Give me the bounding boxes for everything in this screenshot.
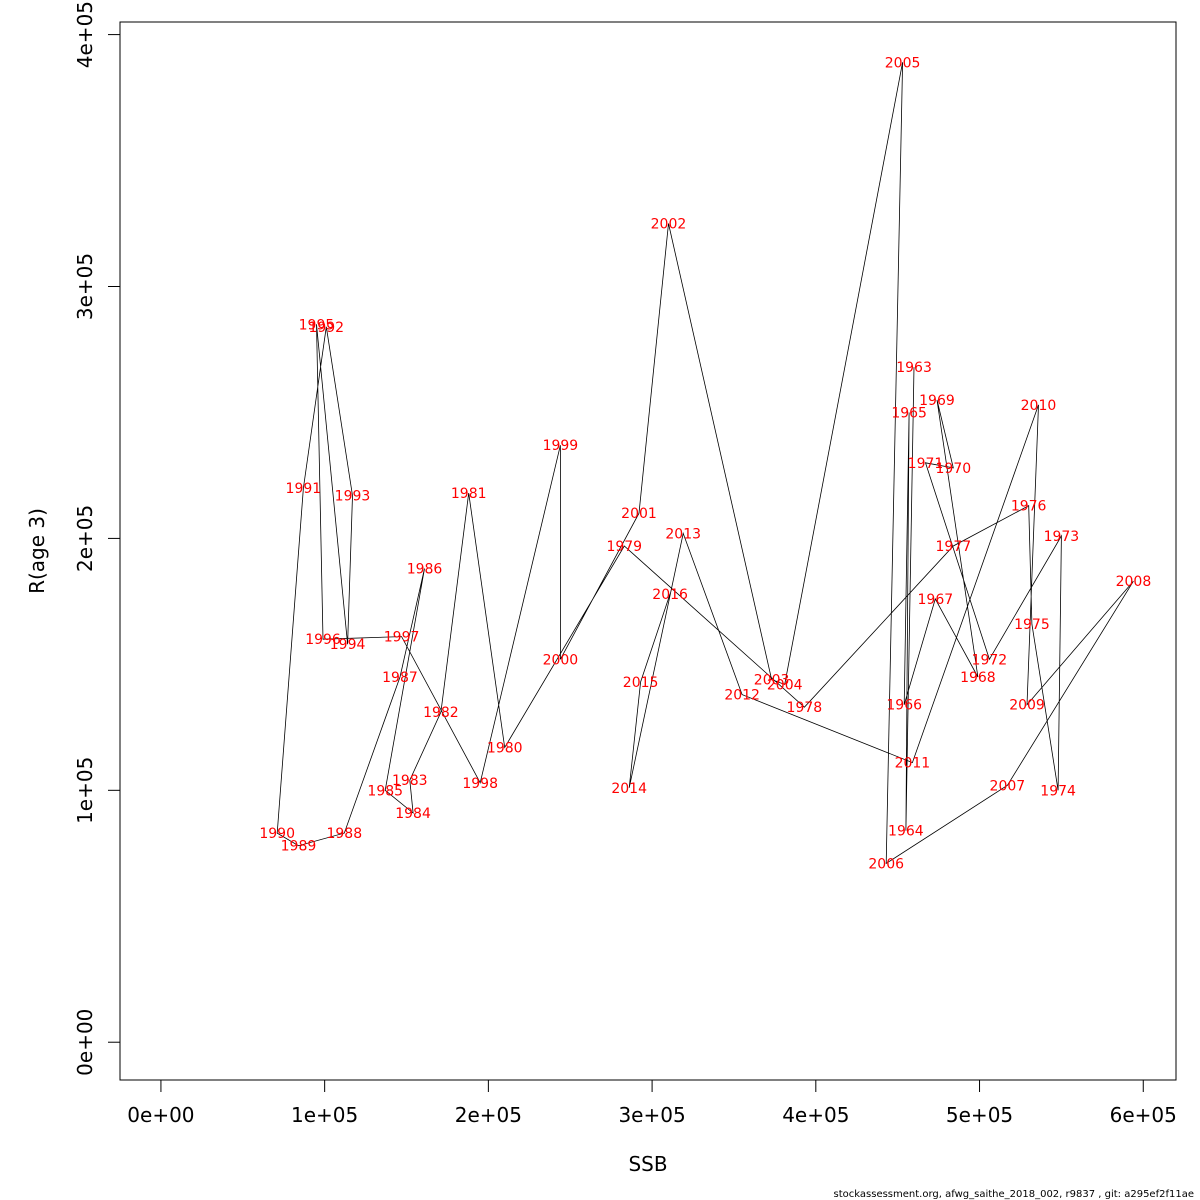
point-label: 1982 <box>423 705 459 721</box>
x-tick-label: 0e+00 <box>127 1103 194 1127</box>
point-label: 2009 <box>1009 698 1045 714</box>
point-label: 1987 <box>382 670 418 686</box>
series-path <box>276 62 1134 865</box>
point-label: 1989 <box>281 839 317 855</box>
point-label: 1985 <box>367 783 403 799</box>
point-label: 1969 <box>919 393 955 409</box>
point-label: 2011 <box>895 756 931 772</box>
point-label: 1977 <box>936 539 972 555</box>
point-label: 1968 <box>960 670 996 686</box>
point-label: 1995 <box>299 317 335 333</box>
x-axis: 0e+00 1e+05 2e+05 3e+05 4e+05 5e+05 6e+05 <box>127 1079 1177 1127</box>
y-axis-title: R(age 3) <box>25 508 49 594</box>
point-label: 1979 <box>606 539 642 555</box>
point-label: 2012 <box>724 688 760 704</box>
point-label: 1994 <box>330 637 366 653</box>
point-label: 1981 <box>451 486 487 502</box>
point-label: 1992 <box>308 320 344 336</box>
series-path-group <box>276 62 1134 865</box>
point-label: 2001 <box>621 506 657 522</box>
point-label: 1963 <box>896 360 932 376</box>
point-label: 2007 <box>990 778 1026 794</box>
y-tick-label: 4e+05 <box>73 1 97 68</box>
point-label: 2016 <box>652 587 688 603</box>
point-label: 2005 <box>885 55 921 71</box>
point-label: 1972 <box>972 652 1008 668</box>
point-label: 1988 <box>326 826 362 842</box>
x-tick-label: 4e+05 <box>782 1103 849 1127</box>
point-label: 2010 <box>1021 398 1057 414</box>
point-label: 1996 <box>305 632 341 648</box>
point-label: 2013 <box>665 526 701 542</box>
point-label: 1998 <box>462 776 498 792</box>
point-label: 1991 <box>286 481 322 497</box>
point-label: 1967 <box>918 592 954 608</box>
point-label: 1986 <box>407 562 443 578</box>
y-tick-label: 2e+05 <box>73 505 97 572</box>
plot-frame <box>119 21 1177 1081</box>
y-tick-label: 0e+00 <box>73 1009 97 1076</box>
point-label: 1984 <box>395 806 431 822</box>
x-tick-label: 3e+05 <box>618 1103 685 1127</box>
point-label: 1965 <box>891 405 927 421</box>
x-tick-label: 1e+05 <box>291 1103 358 1127</box>
point-label: 1973 <box>1044 529 1080 545</box>
point-label: 2015 <box>623 675 659 691</box>
point-label: 1997 <box>384 630 420 646</box>
footer-source: stockassessment.org, afwg_saithe_2018_00… <box>834 1189 1194 1200</box>
point-label: 2002 <box>651 217 687 233</box>
point-label: 1970 <box>936 461 972 477</box>
point-label: 1999 <box>543 438 579 454</box>
point-label: 1976 <box>1011 499 1047 515</box>
point-label: 2004 <box>767 678 803 694</box>
point-label: 1966 <box>886 698 922 714</box>
point-label: 1974 <box>1040 783 1076 799</box>
point-label: 1964 <box>888 824 924 840</box>
point-label: 1978 <box>787 700 823 716</box>
point-label: 1975 <box>1014 617 1050 633</box>
x-tick-label: 6e+05 <box>1110 1103 1177 1127</box>
point-label: 1993 <box>335 489 371 505</box>
point-label: 1971 <box>908 456 944 472</box>
point-label: 2008 <box>1116 574 1152 590</box>
y-tick-label: 1e+05 <box>73 757 97 824</box>
y-tick-label: 3e+05 <box>73 253 97 320</box>
y-axis: 0e+00 1e+05 2e+05 3e+05 4e+05 <box>73 1 121 1076</box>
point-label: 2000 <box>543 652 579 668</box>
point-label: 1990 <box>259 826 295 842</box>
point-label: 2006 <box>868 856 904 872</box>
point-label: 1980 <box>487 740 523 756</box>
point-label: 1983 <box>392 773 428 789</box>
x-tick-label: 5e+05 <box>946 1103 1013 1127</box>
x-tick-label: 2e+05 <box>455 1103 522 1127</box>
x-axis-title: SSB <box>628 1152 667 1176</box>
point-label: 2014 <box>611 781 647 797</box>
point-label: 2003 <box>754 672 790 688</box>
